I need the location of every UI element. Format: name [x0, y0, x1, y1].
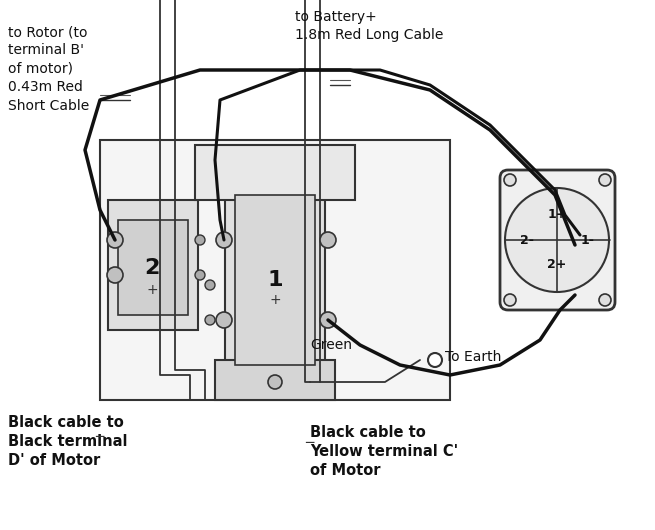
- Circle shape: [505, 188, 609, 292]
- Text: To Earth: To Earth: [445, 350, 501, 364]
- Circle shape: [205, 315, 215, 325]
- Circle shape: [599, 174, 611, 186]
- Circle shape: [195, 270, 205, 280]
- Text: 1+: 1+: [548, 208, 567, 220]
- Text: +: +: [269, 293, 281, 307]
- Bar: [118, 220, 188, 315]
- Circle shape: [504, 294, 516, 306]
- Text: ─: ─: [95, 430, 103, 444]
- Text: to Rotor (to
terminal B'
of motor)
0.43m Red
Short Cable: to Rotor (to terminal B' of motor) 0.43m…: [8, 25, 89, 112]
- Circle shape: [205, 280, 215, 290]
- Circle shape: [195, 235, 205, 245]
- Text: 1-: 1-: [581, 234, 595, 246]
- Text: Green: Green: [310, 338, 352, 352]
- Text: to Battery+
1.8m Red Long Cable: to Battery+ 1.8m Red Long Cable: [295, 10, 443, 42]
- Text: Black cable to
Yellow terminal C'
of Motor: Black cable to Yellow terminal C' of Mot…: [310, 425, 458, 479]
- Circle shape: [107, 267, 123, 283]
- Bar: [100, 140, 450, 400]
- Bar: [195, 145, 355, 200]
- Circle shape: [504, 174, 516, 186]
- Bar: [215, 360, 335, 400]
- Text: 2-: 2-: [520, 234, 534, 246]
- Circle shape: [320, 232, 336, 248]
- Circle shape: [599, 294, 611, 306]
- Bar: [225, 180, 325, 375]
- Bar: [108, 200, 198, 330]
- Circle shape: [107, 232, 123, 248]
- Text: Black cable to
Black terminal
D' of Motor: Black cable to Black terminal D' of Moto…: [8, 415, 128, 469]
- Circle shape: [428, 353, 442, 367]
- Circle shape: [216, 312, 232, 328]
- Circle shape: [268, 375, 282, 389]
- Text: 1: 1: [267, 270, 283, 290]
- Text: +: +: [146, 283, 158, 297]
- Circle shape: [320, 312, 336, 328]
- Text: ─: ─: [305, 436, 313, 450]
- FancyBboxPatch shape: [500, 170, 615, 310]
- Bar: [235, 195, 315, 365]
- Circle shape: [216, 232, 232, 248]
- Text: 2+: 2+: [548, 259, 567, 271]
- Text: 2: 2: [144, 258, 160, 278]
